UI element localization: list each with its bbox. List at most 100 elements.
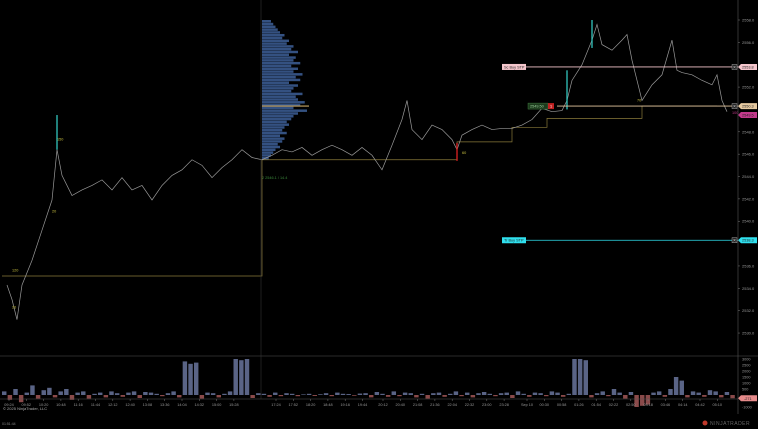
annotations: 120 20 20 150 60 70 100 2 2546.1 / 14.4 [12, 99, 738, 310]
profile-bar [262, 31, 280, 34]
volume-bar [7, 395, 13, 400]
volume-bar [656, 391, 662, 395]
profile-bar [262, 140, 283, 143]
volume-bar [724, 392, 730, 395]
profile-bar [262, 101, 305, 104]
price-tick-label: 2540.0 [742, 219, 755, 224]
price-tag-label: 2549.5 [742, 114, 754, 118]
price-tag-0 [738, 63, 757, 70]
volume-bar [402, 392, 408, 395]
volume-bar [35, 395, 41, 399]
order-levels[interactable]: × Sc Buy STP 2553.8 × 2549.50 1 2550.3 2549.5 × T… [502, 63, 757, 244]
profile-bar [262, 112, 298, 115]
annotation-label: 20 [52, 209, 56, 213]
volume-bar [323, 393, 329, 395]
volume-bar [210, 393, 216, 395]
time-tick-label: 21:08 [413, 403, 423, 407]
volume-bar [651, 392, 656, 395]
time-tick-label: 14:04 [177, 403, 187, 407]
volume-bar [408, 393, 413, 395]
timer-text: 01:51:44 [2, 422, 16, 426]
volume-bar [617, 392, 622, 395]
volume-bar [18, 395, 24, 403]
volume-bar [634, 395, 639, 407]
volume-bar [380, 393, 385, 395]
time-tick-label: 19:44 [358, 403, 368, 407]
volume-bar [464, 392, 470, 395]
time-tick-label: 01:26 [574, 403, 584, 407]
volume-bar [267, 395, 272, 397]
time-tick-label: 22:32 [465, 403, 475, 407]
order-label: Tr Buy STP [504, 239, 524, 243]
price-tag-3 [738, 237, 757, 244]
volume-bar [685, 395, 690, 398]
profile-bar [262, 59, 294, 62]
profile-bar [262, 148, 276, 152]
profile-bar [262, 50, 298, 54]
price-tick-label: 2542.0 [742, 196, 755, 201]
profile-bar [262, 67, 298, 71]
price-tick-label: 2544.0 [742, 174, 755, 179]
profile-bar [262, 120, 287, 124]
volume-bar [340, 393, 346, 395]
volume-bar [52, 395, 58, 398]
volume-bar [673, 377, 679, 395]
volume-bar [448, 393, 453, 395]
profile-bar [262, 129, 283, 132]
annotation-label: 60 [462, 151, 466, 155]
volume-bar [504, 392, 509, 395]
time-tick-label: 13:08 [143, 403, 153, 407]
time-tick-label: 10:20 [39, 403, 49, 407]
volume-bar [109, 391, 114, 395]
profile-bar [262, 106, 294, 110]
volume-bar [75, 392, 80, 395]
profile-bar [262, 95, 296, 98]
volume-bar [498, 393, 504, 395]
volume-bar [560, 395, 566, 397]
volume-bar [143, 392, 148, 395]
time-tick-label: 13:36 [160, 403, 170, 407]
signal-bar [456, 142, 458, 161]
annotation-label: 2 2546.1 / 14.4 [262, 176, 287, 180]
profile-bar [262, 131, 287, 135]
volume-bar [730, 395, 735, 399]
profile-bar [262, 45, 294, 48]
volume-bar [165, 393, 171, 395]
volume-bar [103, 395, 109, 398]
volume-bar [69, 395, 75, 400]
volume-bar [628, 392, 634, 395]
volume-bar [131, 391, 137, 395]
time-tick-label: 03:46 [661, 403, 671, 407]
volume-bar [719, 395, 724, 398]
volume-bar [81, 391, 86, 395]
price-tick-label: 2532.0 [742, 308, 755, 313]
volume-bar [261, 393, 267, 395]
volume-bar [707, 390, 713, 395]
volume-bar [668, 389, 673, 395]
time-tick-label: 02:22 [609, 403, 619, 407]
volume-bar [679, 380, 684, 395]
profile-bar [262, 154, 271, 157]
volume-bar [453, 391, 459, 395]
price-line [6, 23, 728, 320]
volume-bar [160, 395, 165, 397]
annotation-label: 70 [637, 99, 641, 103]
ninjatrader-logo: NINJATRADER [702, 420, 750, 427]
volume-bar [199, 395, 205, 399]
volume-bar [555, 392, 560, 395]
time-tick-label: 23:00 [482, 403, 492, 407]
time-tick-label: 00:58 [557, 403, 567, 407]
volume-bar [233, 359, 238, 395]
time-tick-label: 20:12 [378, 403, 388, 407]
volume-tick-label: 500 [742, 388, 748, 392]
time-tick-label: 02:50 [626, 403, 636, 407]
volume-bar [126, 392, 131, 395]
volume-bar [154, 393, 159, 395]
time-tick-label: 00:30 [540, 403, 550, 407]
volume-bar [120, 395, 126, 397]
volume-tick-label: 2000 [742, 370, 750, 374]
price-tag-label: 2553.8 [742, 65, 754, 69]
volume-bar [442, 395, 447, 397]
profile-bar [262, 142, 278, 146]
